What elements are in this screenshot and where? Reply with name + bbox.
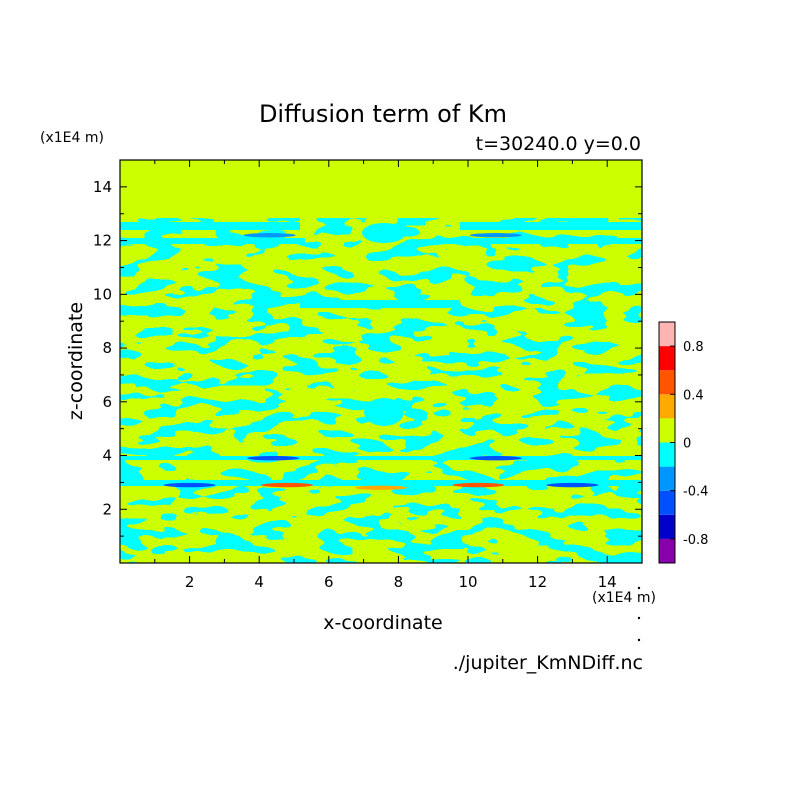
chart-title: Diffusion term of Km: [259, 100, 507, 128]
field-feature: [469, 456, 522, 461]
field-feature: [243, 233, 296, 238]
colorbar-swatch: [659, 466, 675, 491]
x-unit-label: (x1E4 m): [592, 590, 656, 606]
marker-dot: [637, 586, 641, 590]
x-tick-label: 10: [458, 573, 477, 591]
colorbar-label: -0.4: [683, 485, 708, 500]
mid-cyan-band: [120, 480, 642, 486]
field-structures: [120, 222, 642, 486]
top-center-blob: [362, 223, 406, 243]
x-tick-label: 6: [324, 573, 334, 591]
x-tick-label: 4: [254, 573, 264, 591]
x-axis-title: x-coordinate: [323, 612, 442, 634]
chart-subtitle: t=30240.0 y=0.0: [476, 133, 641, 155]
x-tick-label: 8: [394, 573, 404, 591]
field-feature: [469, 233, 522, 238]
x-axis: 2 4 6 8 10 12 14: [154, 160, 617, 591]
colorbar-swatch: [659, 514, 675, 539]
y-tick-label: 12: [93, 232, 112, 250]
x-tick-label: 2: [185, 573, 195, 591]
plot-area: [120, 160, 642, 563]
field-feature: [261, 482, 314, 488]
source-filename: ./jupiter_KmNDiff.nc: [453, 652, 643, 674]
top-cyan-band: [120, 238, 305, 244]
top-cyan-band: [460, 222, 642, 230]
mid-cyan-band: [300, 300, 460, 308]
mid-cyan-band: [120, 456, 642, 460]
center-eye: [364, 398, 404, 426]
y-tick-label: 8: [102, 339, 112, 357]
colorbar-swatch: [659, 418, 675, 443]
field-feature: [546, 482, 599, 488]
colorbar-swatch: [659, 370, 675, 395]
field-band: [120, 218, 642, 563]
plot-frame: [119, 159, 643, 564]
strong-features: [163, 233, 599, 490]
field-feature: [355, 485, 407, 490]
colorbar-label: 0: [683, 437, 691, 452]
y-axis: 2 4 6 8 10 12 14: [93, 178, 642, 537]
y-tick-label: 14: [93, 178, 112, 196]
field-feature: [247, 456, 300, 461]
colorbar-swatch: [659, 346, 675, 371]
colorbar-label: 0.8: [683, 340, 704, 355]
x-tick-label: 12: [528, 573, 547, 591]
colorbar-swatch: [659, 538, 675, 563]
y-unit-label: (x1E4 m): [40, 130, 104, 146]
field-pattern: [120, 218, 642, 563]
y-tick-label: 6: [102, 393, 112, 411]
colorbar: -0.8 -0.4 0 0.4 0.8: [658, 321, 708, 564]
marker-dot: [637, 638, 641, 642]
marker-dot: [637, 616, 641, 620]
y-axis-title: z-coordinate: [65, 302, 87, 420]
field-feature: [452, 482, 505, 488]
colorbar-label: 0.4: [683, 388, 704, 403]
colorbar-swatch: [659, 394, 675, 419]
y-tick-label: 10: [93, 285, 112, 303]
top-cyan-band: [458, 238, 642, 244]
top-cyan-band: [120, 222, 300, 230]
y-tick-label: 2: [102, 500, 112, 518]
x-tick-label: 14: [598, 573, 617, 591]
colorbar-swatch: [659, 322, 675, 347]
colorbar-label: -0.8: [683, 533, 708, 548]
colorbar-swatch: [659, 442, 675, 467]
field-feature: [163, 482, 216, 488]
colorbar-swatch: [659, 490, 675, 515]
y-tick-label: 4: [102, 447, 112, 465]
